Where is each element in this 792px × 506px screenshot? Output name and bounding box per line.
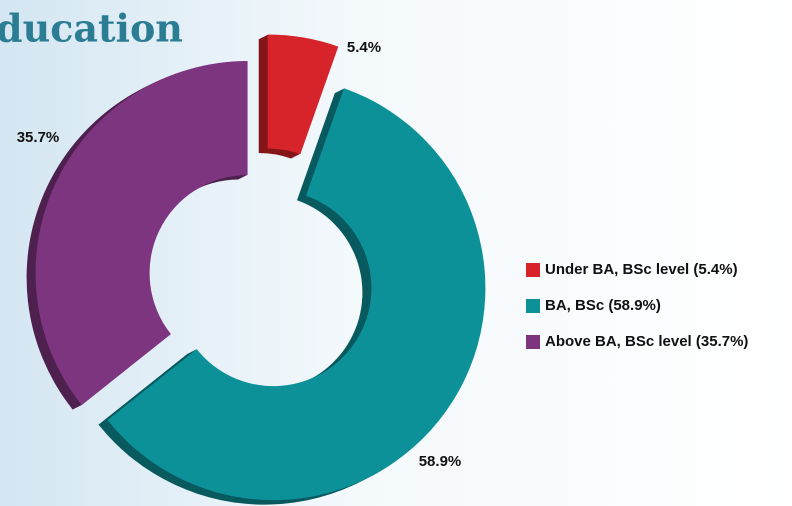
slice — [35, 61, 248, 406]
legend-swatch — [526, 299, 540, 313]
chart-title: ducation — [0, 6, 183, 51]
data-label: 35.7% — [17, 129, 60, 146]
data-label: 5.4% — [347, 39, 381, 56]
legend-label: BA, BSc (58.9%) — [545, 297, 661, 314]
plot: 5.4% 58.9% 35.7% — [17, 34, 486, 505]
legend-swatch — [526, 263, 540, 277]
slice — [267, 34, 339, 155]
legend-swatch — [526, 335, 540, 349]
legend: Under BA, BSc level (5.4%) BA, BSc (58.9%… — [526, 261, 748, 350]
data-label: 58.9% — [419, 453, 462, 470]
legend-label: Above BA, BSc level (35.7%) — [545, 333, 748, 350]
slice — [107, 88, 486, 501]
legend-label: Under BA, BSc level (5.4%) — [545, 261, 738, 278]
